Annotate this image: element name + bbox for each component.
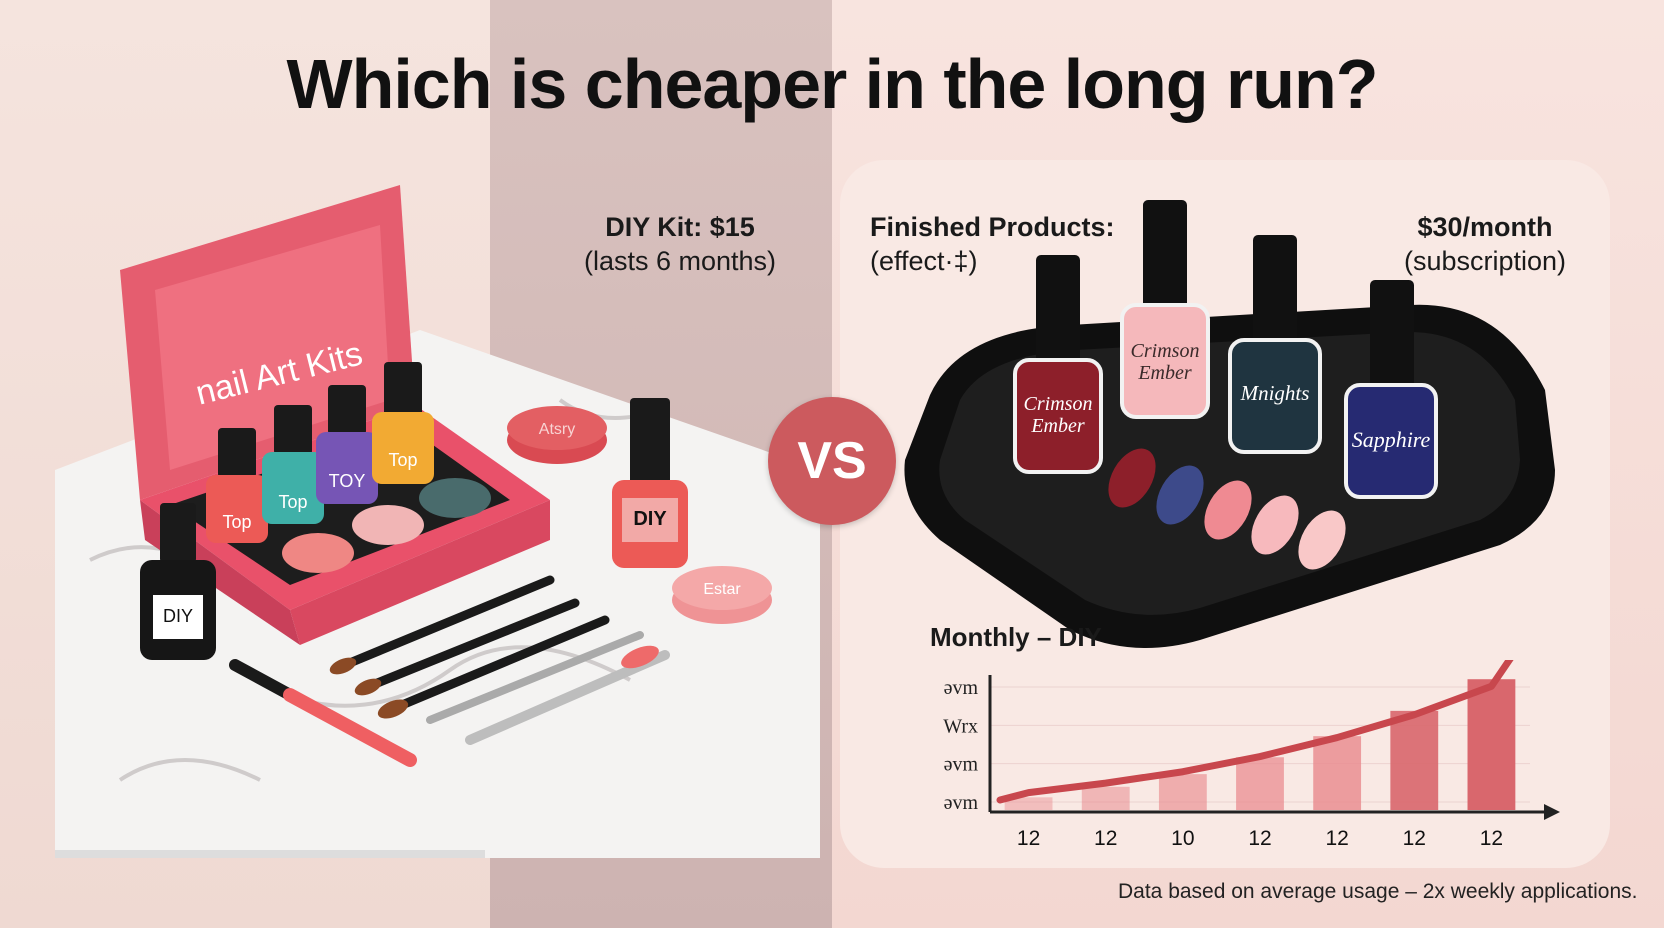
y-tick-label: Wrx [943, 715, 978, 737]
x-tick-label: 12 [1094, 827, 1117, 850]
bottle-label-4: Sapphire [1352, 427, 1431, 452]
chart-bar [1004, 797, 1053, 810]
chart-bar [1081, 786, 1130, 810]
y-tick-label: əvm [944, 754, 979, 776]
x-tick-label: 12 [1480, 827, 1503, 850]
x-tick-label: 12 [1403, 827, 1426, 850]
finished-products-label: Finished Products: (effect·‡) [870, 210, 1115, 278]
subscription-label: $30/month (subscription) [1390, 210, 1580, 278]
x-tick-label: 12 [1248, 827, 1271, 850]
finished-bottle-sapphire: Sapphire [1344, 280, 1438, 499]
x-axis-arrow [1544, 804, 1560, 820]
bottle-label: Top [278, 492, 307, 512]
page-title: Which is cheaper in the long run? [286, 45, 1379, 123]
kit-bottle: Top [262, 405, 324, 524]
bottle-label-1: Crimson Ember [1024, 393, 1093, 437]
x-tick-label: 12 [1017, 827, 1040, 850]
chart-bar [1390, 710, 1439, 810]
kit-bottle: TOY [316, 385, 378, 504]
finished-products-heading: Finished Products: [870, 212, 1115, 242]
chart-bar [1313, 736, 1362, 810]
chart-bar [1158, 774, 1207, 810]
bottle-label-3: Mnights [1240, 381, 1310, 405]
finished-products-sub: (effect·‡) [870, 246, 978, 276]
bottle-label: Top [222, 512, 251, 532]
kit-bottle: Top [372, 362, 434, 484]
bottle-label: TOY [329, 471, 366, 491]
cost-chart: əvm Wrx əvm əvm 12 12 10 12 12 12 12 [943, 660, 1560, 850]
subscription-price: $30/month [1417, 212, 1553, 242]
kit-bottle: Top [206, 428, 268, 543]
y-tick-label: əvm [944, 677, 979, 699]
bottle-label-2: Crimson Ember [1131, 340, 1200, 384]
nail-swatches [1108, 448, 1346, 570]
vs-badge: VS [768, 397, 896, 525]
color-pots [282, 478, 491, 573]
diy-kit-label: DIY Kit: $15 (lasts 6 months) [560, 210, 800, 278]
x-tick-label: 12 [1325, 827, 1348, 850]
loose-pots: Atsry Estar [507, 406, 772, 624]
diy-red-bottle: DIY [612, 398, 688, 568]
x-tick-label: 10 [1171, 827, 1194, 850]
trend-curve [996, 660, 1514, 804]
diy-kit-duration: (lasts 6 months) [583, 246, 777, 276]
pot-label: Atsry [539, 421, 575, 438]
chart-title: Monthly – DIY [930, 622, 1102, 652]
diy-black-bottle: DIY [140, 503, 216, 660]
finished-bottle-crimson: Crimson Ember [1013, 255, 1103, 474]
finished-bottle-pink: Crimson Ember [1120, 200, 1210, 419]
y-tick-label: əvm [944, 792, 979, 814]
chart-bar [1467, 679, 1516, 810]
subscription-type: (subscription) [1403, 246, 1567, 276]
bottle-label: DIY [163, 606, 193, 626]
pot-label: Estar [703, 581, 741, 598]
finished-bottle-midnight: Mnights [1228, 235, 1322, 454]
diy-kit-price: DIY Kit: $15 [605, 212, 755, 242]
chart-bar [1236, 757, 1284, 810]
footnote: Data based on average usage – 2x weekly … [1118, 880, 1638, 903]
bottle-label: DIY [633, 508, 667, 530]
brushes-and-tools [229, 575, 670, 767]
bottle-label: Top [388, 450, 417, 470]
